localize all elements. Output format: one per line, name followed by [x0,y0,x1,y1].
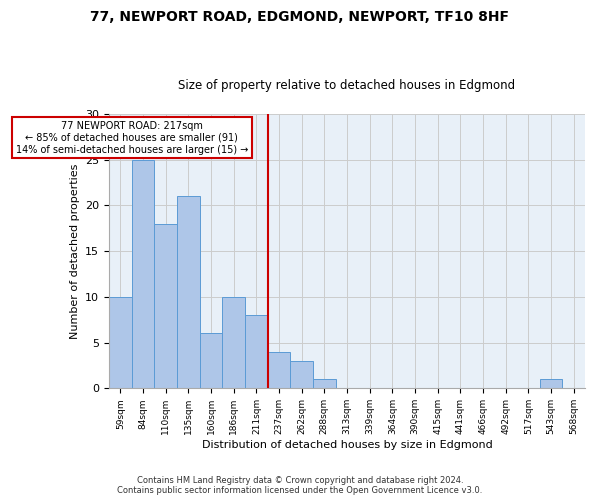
Bar [200,334,223,388]
Y-axis label: Number of detached properties: Number of detached properties [70,164,80,339]
Bar [290,361,313,388]
Text: Contains HM Land Registry data © Crown copyright and database right 2024.
Contai: Contains HM Land Registry data © Crown c… [118,476,482,495]
Bar [245,315,268,388]
Bar [539,379,562,388]
Title: Size of property relative to detached houses in Edgmond: Size of property relative to detached ho… [178,79,515,92]
Text: 77 NEWPORT ROAD: 217sqm
← 85% of detached houses are smaller (91)
14% of semi-de: 77 NEWPORT ROAD: 217sqm ← 85% of detache… [16,122,248,154]
Bar [313,379,335,388]
Bar [132,160,154,388]
Bar [154,224,177,388]
Bar [268,352,290,389]
X-axis label: Distribution of detached houses by size in Edgmond: Distribution of detached houses by size … [202,440,493,450]
Bar [223,297,245,388]
Bar [109,297,132,388]
Bar [177,196,200,388]
Text: 77, NEWPORT ROAD, EDGMOND, NEWPORT, TF10 8HF: 77, NEWPORT ROAD, EDGMOND, NEWPORT, TF10… [91,10,509,24]
